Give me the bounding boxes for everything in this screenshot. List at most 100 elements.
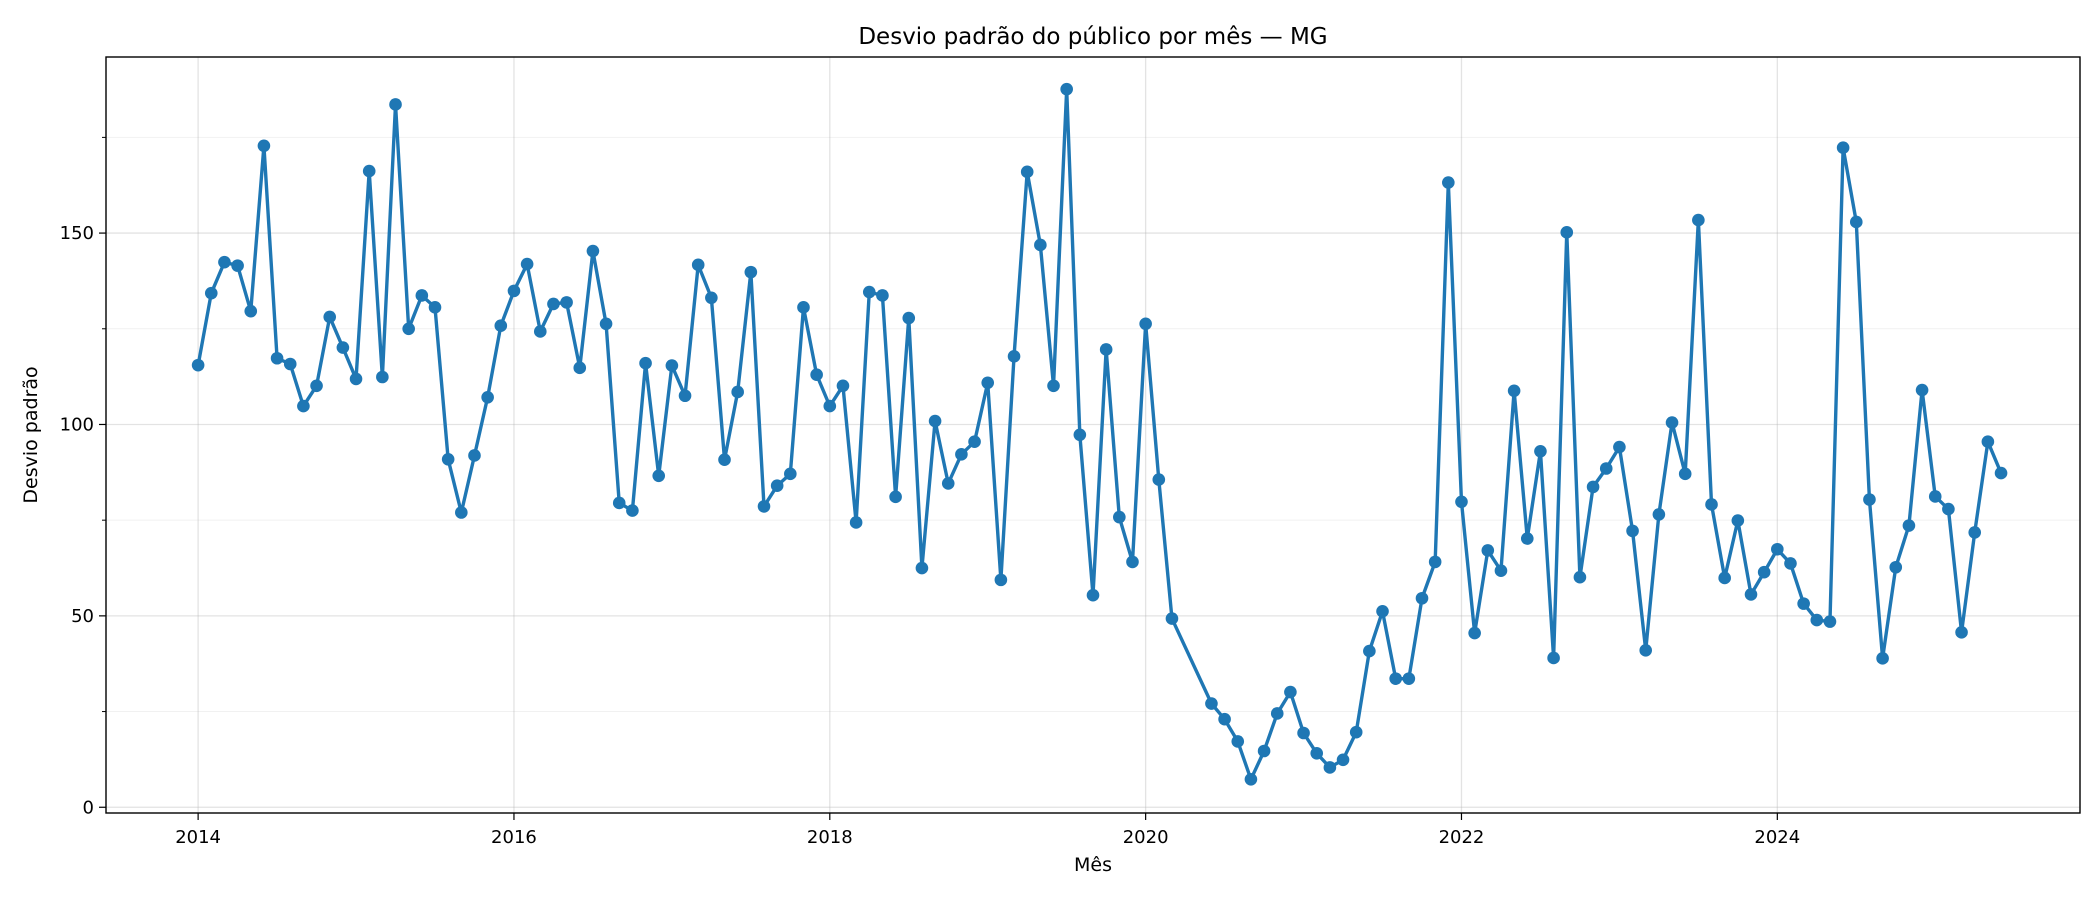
data-point — [1639, 644, 1653, 657]
data-point — [1928, 490, 1942, 503]
data-point — [1442, 176, 1455, 189]
x-tick-label: 2016 — [491, 827, 537, 848]
data-point — [665, 359, 679, 372]
data-point — [336, 341, 350, 354]
data-point — [1915, 383, 1929, 397]
data-point — [1376, 604, 1389, 618]
data-point — [1902, 519, 1916, 532]
data-point — [823, 399, 837, 413]
y-tick-label: 100 — [60, 414, 94, 435]
series-layer — [191, 82, 2008, 786]
data-point — [928, 414, 942, 428]
data-point — [1257, 744, 1271, 758]
data-point — [1363, 644, 1376, 658]
data-point — [876, 289, 889, 302]
data-point — [310, 379, 323, 393]
data-point — [1823, 615, 1837, 628]
data-point — [1863, 493, 1876, 506]
data-point — [1599, 462, 1613, 475]
data-point — [1139, 317, 1152, 331]
data-point — [1613, 440, 1626, 454]
data-point — [586, 244, 600, 258]
data-point — [1705, 498, 1718, 511]
data-point — [191, 358, 205, 372]
data-point — [1310, 746, 1324, 760]
data-point — [1270, 707, 1284, 720]
data-point — [626, 504, 639, 517]
data-point — [1323, 761, 1337, 774]
data-point — [257, 139, 271, 153]
x-tick-label: 2024 — [1754, 827, 1800, 848]
data-point — [1849, 215, 1863, 229]
data-point — [1718, 571, 1731, 585]
data-point — [481, 391, 494, 404]
data-point — [1086, 588, 1100, 602]
data-point — [599, 317, 613, 331]
data-point — [994, 573, 1008, 587]
data-point — [1113, 510, 1126, 524]
data-point — [376, 370, 389, 384]
data-point — [902, 311, 916, 325]
data-point — [1218, 712, 1231, 726]
data-point — [389, 98, 402, 111]
data-point — [1626, 524, 1639, 538]
data-point — [547, 297, 560, 311]
data-point — [678, 389, 692, 403]
data-point — [1099, 343, 1113, 356]
data-point — [533, 325, 547, 338]
data-point — [1126, 555, 1139, 569]
data-point — [705, 291, 718, 305]
x-tick-label: 2018 — [807, 827, 853, 848]
y-tick-label: 0 — [83, 797, 94, 818]
data-point — [1205, 697, 1218, 710]
series-line — [196, 87, 2003, 782]
data-point — [1231, 735, 1245, 748]
data-point — [981, 376, 995, 390]
data-point — [573, 361, 587, 375]
data-point — [915, 561, 929, 575]
data-point — [968, 435, 981, 449]
data-point — [441, 453, 455, 466]
data-point — [402, 322, 415, 336]
data-point — [1244, 773, 1258, 786]
data-point — [1428, 555, 1442, 569]
axes: 0 50 100 150 2014 2016 2018 2020 2022 2024 — [60, 136, 1800, 848]
data-point — [1284, 685, 1297, 699]
data-point — [218, 255, 231, 269]
data-point — [770, 479, 784, 493]
data-point — [1152, 473, 1166, 486]
data-point — [744, 265, 758, 279]
data-point — [270, 351, 284, 365]
data-point — [1468, 626, 1481, 640]
data-point — [757, 500, 771, 513]
data-point — [612, 496, 626, 510]
data-point — [283, 357, 297, 371]
data-point — [1757, 565, 1771, 579]
data-point — [244, 304, 258, 318]
data-point — [428, 301, 442, 314]
data-point — [1981, 435, 1995, 449]
data-point — [1942, 502, 1955, 516]
data-point — [1771, 542, 1784, 556]
data-point — [1968, 526, 1982, 539]
data-point — [955, 448, 968, 461]
data-point — [1797, 597, 1810, 610]
data-point — [1481, 544, 1495, 557]
data-point — [1889, 560, 1903, 574]
y-tick-label: 150 — [60, 223, 94, 244]
data-point — [494, 319, 508, 333]
data-point — [415, 289, 429, 302]
data-point — [1744, 588, 1758, 601]
data-point — [1573, 570, 1587, 584]
grid — [106, 57, 2080, 813]
data-point — [1047, 379, 1060, 393]
data-point — [362, 164, 376, 178]
x-axis-label: Mês — [1074, 854, 1112, 876]
data-point — [1415, 591, 1429, 605]
data-point — [1520, 532, 1534, 545]
data-point — [731, 385, 744, 399]
data-point — [1692, 213, 1705, 227]
chart-title: Desvio padrão do público por mês — MG — [858, 24, 1327, 50]
data-point — [507, 284, 521, 298]
